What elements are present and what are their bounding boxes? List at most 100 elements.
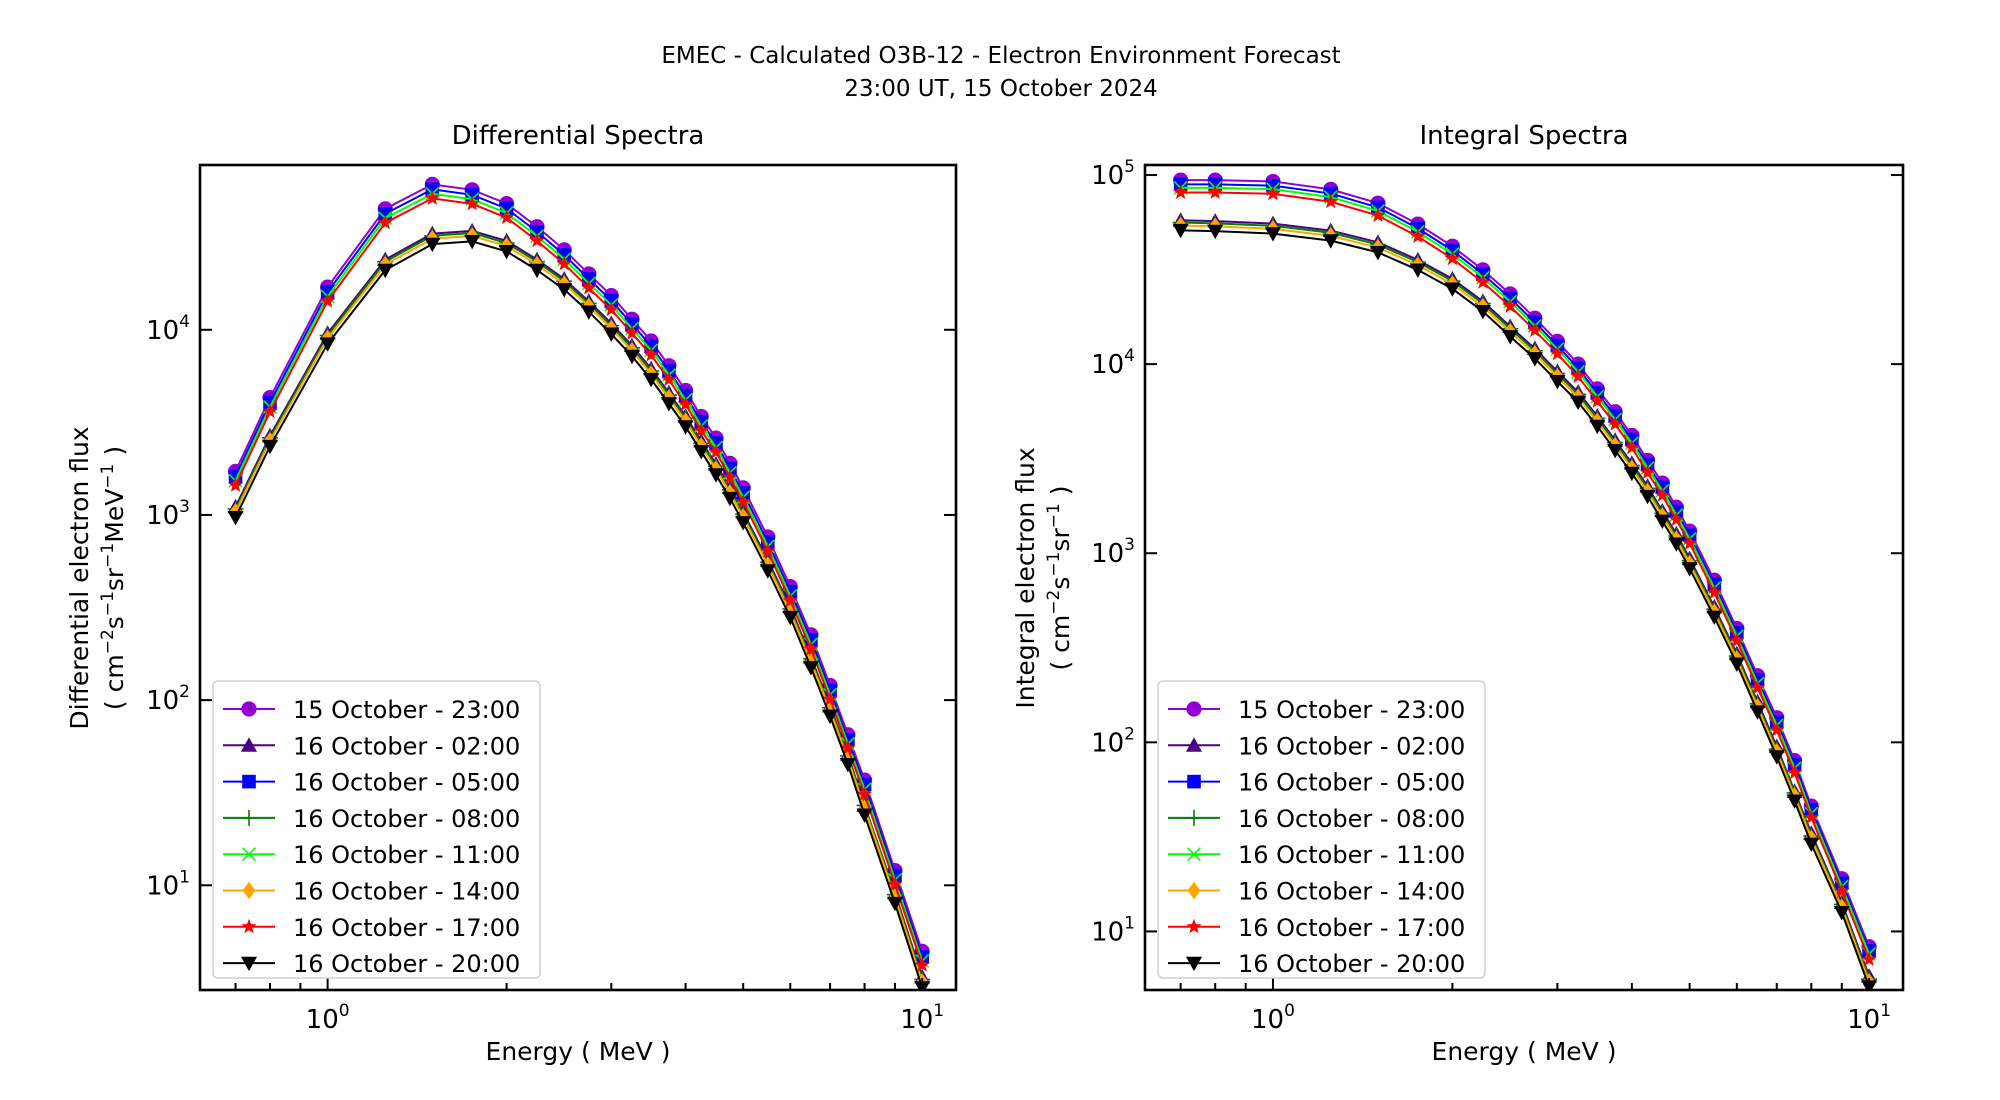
data-point <box>623 349 640 365</box>
data-point <box>644 339 658 353</box>
data-point <box>856 808 873 823</box>
data-point <box>262 403 278 419</box>
legend-entry: 16 October - 08:00 <box>1168 805 1465 833</box>
data-point <box>1786 764 1803 780</box>
y-axis-units: ( cm−2s−1sr−1 ) <box>1044 485 1075 670</box>
y-axis: 101 102 103 104 <box>146 312 956 901</box>
data-point <box>1861 951 1877 967</box>
data-point <box>1729 632 1745 648</box>
legend-label: 15 October - 23:00 <box>293 696 520 724</box>
unit-part: ( cm <box>1046 615 1075 671</box>
series-16-october-20-00 <box>227 235 931 990</box>
data-point <box>464 235 481 250</box>
data-point <box>424 190 440 205</box>
data-point <box>227 477 244 492</box>
unit-part: ( cm <box>100 654 129 710</box>
data-point <box>914 957 930 972</box>
data-point <box>1172 223 1189 239</box>
legend-label: 16 October - 11:00 <box>293 841 520 869</box>
data-point <box>603 301 619 317</box>
data-point <box>1769 722 1785 737</box>
data-point <box>708 444 724 459</box>
data-point <box>1264 227 1281 242</box>
data-point <box>1668 537 1685 552</box>
unit-part: s <box>1046 577 1075 590</box>
legend-label: 16 October - 20:00 <box>293 950 520 978</box>
data-point <box>1444 250 1461 266</box>
y-axis-label-line2: ( cm−2s−1sr−1MeV−1 ) <box>98 446 129 710</box>
legend-label: 16 October - 08:00 <box>293 805 520 833</box>
data-point <box>529 232 545 248</box>
x-tick-label: 100 <box>1251 1001 1295 1035</box>
data-point <box>886 896 903 912</box>
y-axis-label-line1: Differential electron flux <box>65 426 94 729</box>
unit-part: MeV <box>100 489 129 543</box>
unit-part: s <box>100 616 129 629</box>
plot-title: Differential Spectra <box>452 121 705 151</box>
legend-marker-square-icon <box>242 774 256 789</box>
data-point <box>1654 514 1671 530</box>
data-point <box>693 445 710 460</box>
y-axis-label-line1: Integral electron flux <box>1011 447 1040 708</box>
data-point <box>1681 562 1698 577</box>
data-point <box>424 237 441 253</box>
y-tick-label: 102 <box>146 682 190 716</box>
data-point <box>1527 322 1543 338</box>
x-axis-label: Energy ( MeV ) <box>486 1037 671 1066</box>
data-point <box>722 469 738 484</box>
data-point <box>1607 416 1623 431</box>
data-point <box>1570 395 1587 411</box>
data-point <box>1370 207 1386 223</box>
legend: 15 October - 23:00 16 October - 02:00 16 O… <box>1157 680 1486 979</box>
legend-label: 16 October - 20:00 <box>1238 950 1465 978</box>
legend-marker-star-icon <box>241 918 257 934</box>
data-point <box>1768 750 1785 765</box>
x-tick-label: 101 <box>1847 1001 1891 1035</box>
data-point <box>556 283 573 298</box>
legend-entry: 15 October - 23:00 <box>223 696 520 724</box>
y-tick-label: 104 <box>1091 346 1135 380</box>
unit-part: ) <box>1046 485 1075 503</box>
unit-part: sr <box>100 567 129 591</box>
legend-marker-diamond-icon <box>242 881 256 900</box>
data-point <box>624 325 640 340</box>
data-point <box>1639 464 1656 480</box>
series-16-october-20-00 <box>1172 223 1878 990</box>
data-point <box>499 209 515 225</box>
legend-entry: 16 October - 02:00 <box>1168 732 1465 760</box>
data-point <box>721 491 738 507</box>
legend-marker-plus-icon <box>1186 809 1202 826</box>
legend-marker-circle-icon <box>241 701 257 717</box>
legend-marker-square-icon <box>1187 774 1201 789</box>
data-point <box>1409 263 1426 278</box>
data-point <box>498 245 515 260</box>
plot-area <box>1172 172 1878 990</box>
data-point <box>1476 267 1490 281</box>
legend-label: 16 October - 08:00 <box>1238 805 1465 833</box>
data-point <box>677 420 694 435</box>
data-point <box>557 248 572 262</box>
unit-part: ) <box>100 446 129 464</box>
legend-entry: 16 October - 14:00 <box>1168 878 1465 906</box>
data-point <box>1474 305 1491 320</box>
data-point <box>603 327 620 342</box>
data-point <box>839 757 856 773</box>
data-point <box>1623 466 1640 482</box>
legend-label: 16 October - 02:00 <box>1238 732 1465 760</box>
data-point <box>529 263 546 279</box>
plot-area <box>227 176 931 990</box>
data-point <box>320 293 336 308</box>
data-point <box>1265 185 1281 201</box>
data-point <box>1549 375 1566 390</box>
legend-label: 16 October - 05:00 <box>293 769 520 797</box>
plot-title: Integral Spectra <box>1419 121 1628 151</box>
data-point <box>1323 193 1339 209</box>
legend-entry: 16 October - 02:00 <box>223 732 520 760</box>
data-point <box>1803 809 1819 825</box>
unit-exp: −1 <box>98 464 118 489</box>
data-point <box>1786 794 1803 809</box>
legend-marker-triangle-down-icon <box>241 956 257 972</box>
data-point <box>782 592 798 608</box>
legend-marker-triangle-down-icon <box>1186 956 1202 972</box>
